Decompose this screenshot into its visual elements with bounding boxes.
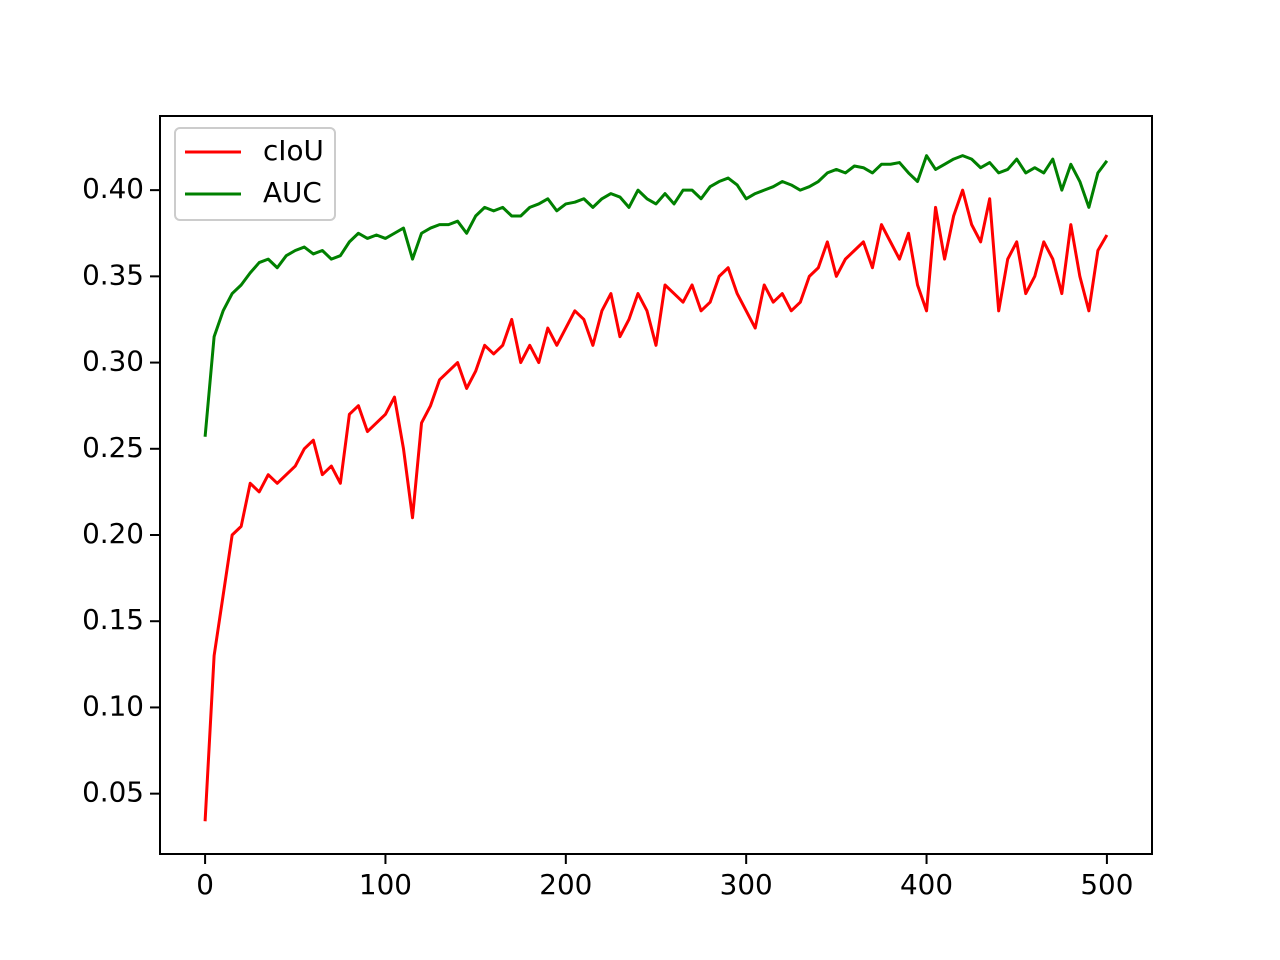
x-tick-label: 400 <box>900 868 953 901</box>
data-line <box>203 188 1109 822</box>
x-tick-label: 200 <box>539 868 592 901</box>
axes-frame <box>159 115 1153 855</box>
y-tick-label: 0.05 <box>82 776 144 809</box>
y-tick-label: 0.30 <box>82 345 144 378</box>
x-tick-label: 300 <box>720 868 773 901</box>
y-tick-label: 0.25 <box>82 431 144 464</box>
y-tick-label: 0.40 <box>82 172 144 205</box>
legend: cIoU AUC <box>174 127 336 221</box>
x-tick-label: 0 <box>196 868 214 901</box>
legend-label: cIoU <box>263 134 324 167</box>
x-tick-label: 500 <box>1080 868 1133 901</box>
y-tick-label: 0.15 <box>82 603 144 636</box>
legend-label: AUC <box>263 176 322 209</box>
y-tick-label: 0.35 <box>82 258 144 291</box>
data-line <box>203 154 1109 437</box>
y-tick-label: 0.20 <box>82 517 144 550</box>
x-tick-label: 100 <box>359 868 412 901</box>
y-tick-label: 0.10 <box>82 689 144 722</box>
